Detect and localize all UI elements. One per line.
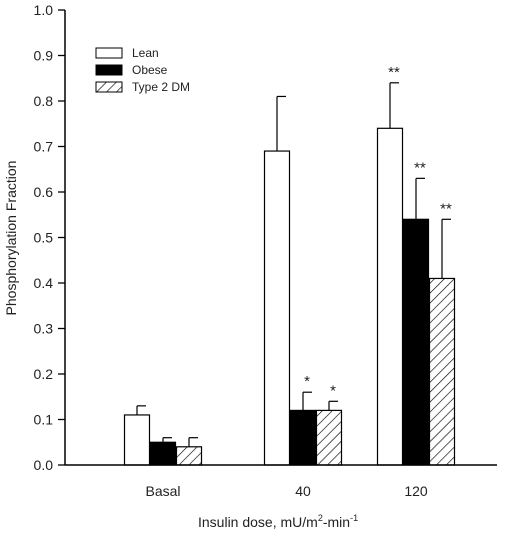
y-tick-label-5: 0.5 [34,230,54,246]
bar-lean-120 [376,127,404,466]
legend-label-lean: Lean [132,46,159,60]
x-axis-title-sup-2: -1 [350,513,358,523]
y-tick-label-8: 0.8 [34,93,54,109]
bar-lean-40 [263,150,291,466]
bar-type-2-dm-120 [428,277,456,466]
significance-type-2-dm-120: ** [440,200,452,217]
legend-label-obese: Obese [132,63,168,77]
bar-lean-basal [123,414,151,466]
y-tick-label-0: 0.0 [34,457,54,473]
significance-markers: ******** [304,64,452,399]
y-tick-label-10: 1.0 [34,2,54,18]
legend-swatch-obese [95,64,123,76]
bar-type-2-dm-basal [175,446,203,466]
x-axis-title: Insulin dose, mU/m2-min-1 [198,513,358,530]
y-ticks: 0.0 0.1 0.2 0.3 0.4 0.5 0.6 0.7 0.8 0.9 1.0 [34,2,65,473]
error-bars-layer [136,82,451,447]
significance-type-2-dm-40: * [330,382,336,399]
legend-label-type-2-dm: Type 2 DM [132,80,190,94]
significance-lean-120: ** [388,64,400,81]
y-axis-title: Phosphorylation Fraction [3,161,19,316]
x-tick-label-120: 120 [404,483,428,499]
y-tick-label-2: 0.2 [34,366,54,382]
y-tick-label-4: 0.4 [34,275,54,291]
significance-obese-40: * [304,373,310,390]
x-axis-title-mid: -min [323,514,350,530]
bar-type-2-dm-40 [315,409,343,466]
legend-swatch-lean [95,47,123,59]
x-tick-label-40: 40 [295,483,311,499]
legend-swatch-type-2-dm [95,81,123,93]
x-axis-title-sup-1: 2 [318,513,323,523]
y-tick-label-1: 0.1 [34,412,54,428]
bar-obese-40 [289,409,317,466]
y-tick-label-7: 0.7 [34,139,54,155]
y-tick-label-6: 0.6 [34,184,54,200]
y-tick-label-3: 0.3 [34,321,54,337]
x-ticks: Basal 40 120 [145,483,427,499]
bars-layer [123,127,456,466]
x-tick-label-basal: Basal [145,483,180,499]
y-tick-label-9: 0.9 [34,48,54,64]
bar-obese-basal [149,441,177,466]
significance-obese-120: ** [414,159,426,176]
x-axis-title-main: Insulin dose, mU/m [198,514,318,530]
bar-obese-120 [402,218,430,466]
legend: Lean Obese Type 2 DM [95,46,190,94]
